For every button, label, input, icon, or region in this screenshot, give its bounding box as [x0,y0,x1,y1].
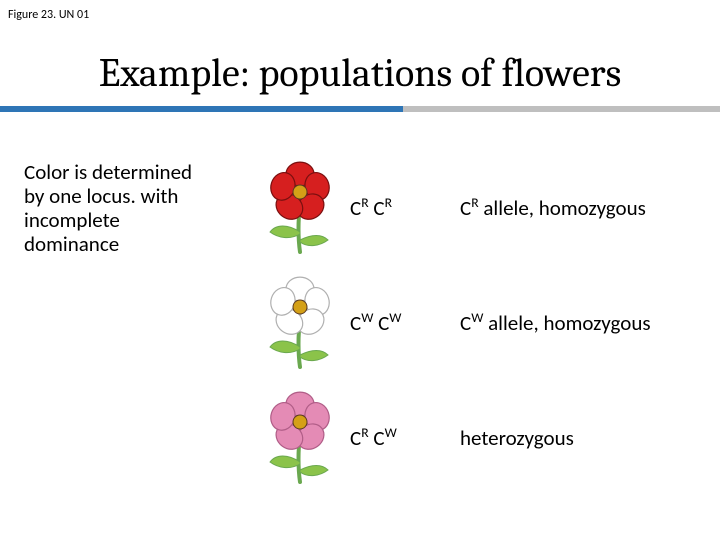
genotype-label: CW CW [350,309,460,336]
title-block: Example: populations of flowers [0,50,720,112]
figure-label: Figure 23. UN 01 [8,8,89,22]
genotype-row: CR CR CR allele, homozygous [250,150,700,265]
flower-icon [260,390,340,485]
slide: Figure 23. UN 01 Example: populations of… [0,0,720,540]
flower-icon [260,160,340,255]
flower-cell [250,160,350,255]
genotype-explanation: heterozygous [460,425,700,451]
genotype-explanation: CW allele, homozygous [460,309,700,336]
flower-cell [250,275,350,370]
genotype-explanation: CR allele, homozygous [460,194,700,221]
slide-title: Example: populations of flowers [0,50,720,106]
genotype-label: CR CR [350,194,460,221]
underline-gray [403,106,720,112]
flower-icon [260,275,340,370]
description-text: Color is determined by one locus. with i… [24,160,214,257]
genotype-label: CR CW [350,424,460,451]
flower-cell [250,390,350,485]
genotype-row: CW CW CW allele, homozygous [250,265,700,380]
underline-accent [0,106,403,112]
genotype-row: CR CW heterozygous [250,380,700,495]
genotype-rows: CR CR CR allele, homozygous CW CW CW all… [250,150,700,495]
title-underline [0,106,720,112]
